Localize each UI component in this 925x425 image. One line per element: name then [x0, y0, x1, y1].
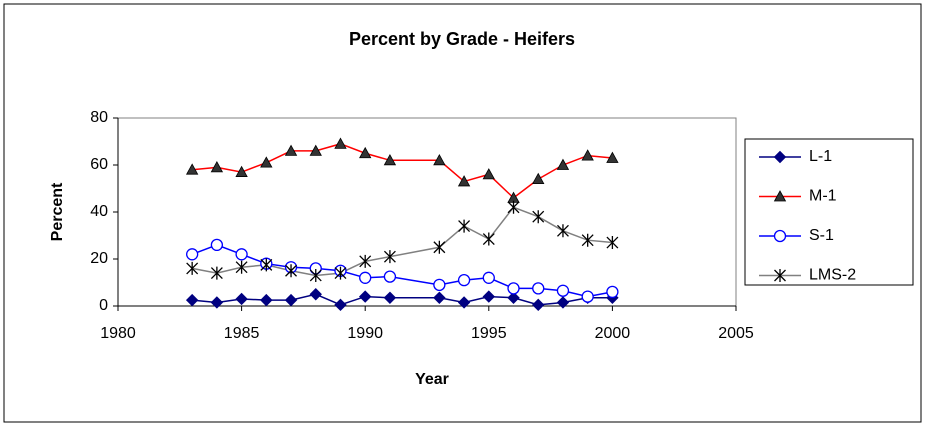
- marker-asterisk: [285, 264, 297, 278]
- legend-label: S-1: [809, 227, 834, 244]
- marker-triangle: [185, 163, 199, 175]
- marker-diamond: [358, 290, 372, 303]
- marker-triangle: [260, 156, 273, 168]
- marker-circle: [606, 285, 619, 299]
- marker-triangle: [284, 144, 298, 156]
- marker-asterisk: [557, 224, 569, 238]
- y-tick-label: 80: [90, 109, 108, 126]
- marker-diamond: [482, 290, 496, 303]
- marker-diamond: [773, 150, 787, 164]
- marker-triangle: [359, 146, 372, 159]
- marker-circle: [581, 290, 594, 303]
- marker-asterisk: [774, 269, 786, 282]
- x-tick-label: 2005: [718, 325, 754, 342]
- marker-triangle: [581, 149, 594, 161]
- marker-circle: [433, 278, 446, 292]
- marker-asterisk: [309, 268, 322, 282]
- marker-circle: [556, 284, 570, 297]
- legend-label: M-1: [809, 188, 837, 205]
- marker-triangle: [773, 190, 787, 202]
- x-tick-label: 1995: [471, 325, 507, 342]
- marker-diamond: [457, 296, 471, 309]
- marker-asterisk: [507, 200, 520, 214]
- marker-circle: [359, 271, 372, 284]
- legend-box: [744, 138, 914, 286]
- marker-triangle: [210, 161, 224, 173]
- marker-circle: [532, 282, 545, 295]
- marker-diamond: [507, 291, 520, 304]
- marker-diamond: [532, 298, 545, 312]
- x-tick-label: 1990: [347, 325, 383, 342]
- marker-triangle: [383, 153, 397, 166]
- marker-circle: [210, 238, 224, 252]
- y-tick-label: 60: [90, 156, 108, 173]
- marker-asterisk: [581, 233, 594, 247]
- marker-circle: [235, 248, 248, 261]
- legend-label: L-1: [809, 148, 832, 165]
- marker-triangle: [556, 158, 570, 170]
- marker-diamond: [383, 291, 397, 304]
- marker-diamond: [210, 296, 224, 309]
- marker-diamond: [334, 298, 347, 312]
- marker-asterisk: [433, 240, 446, 254]
- marker-circle: [773, 229, 787, 243]
- marker-asterisk: [359, 254, 372, 268]
- marker-circle: [507, 282, 520, 295]
- marker-diamond: [260, 293, 273, 307]
- marker-asterisk: [606, 236, 619, 250]
- marker-circle: [457, 273, 471, 287]
- marker-asterisk: [260, 258, 273, 272]
- marker-triangle: [433, 153, 446, 166]
- marker-circle: [383, 270, 397, 283]
- marker-diamond: [185, 293, 199, 307]
- marker-triangle: [606, 151, 619, 163]
- y-axis-label: Percent: [49, 182, 66, 241]
- marker-circle: [482, 271, 495, 284]
- marker-triangle: [334, 137, 347, 149]
- marker-triangle: [457, 175, 471, 187]
- marker-asterisk: [186, 261, 199, 275]
- x-tick-label: 1980: [100, 325, 136, 342]
- marker-asterisk: [383, 250, 396, 264]
- marker-asterisk: [532, 210, 545, 224]
- y-tick-label: 40: [90, 203, 108, 220]
- x-tick-label: 1985: [224, 325, 260, 342]
- marker-triangle: [309, 144, 322, 156]
- marker-diamond: [235, 292, 248, 306]
- legend-label: LMS-2: [809, 267, 856, 284]
- marker-asterisk: [235, 260, 248, 274]
- marker-asterisk: [482, 232, 495, 246]
- marker-diamond: [433, 291, 446, 304]
- x-tick-label: 2000: [595, 325, 631, 342]
- marker-asterisk: [334, 266, 347, 280]
- marker-asterisk: [458, 219, 471, 233]
- marker-triangle: [532, 172, 545, 184]
- marker-diamond: [284, 293, 298, 307]
- marker-circle: [186, 248, 199, 261]
- marker-asterisk: [210, 266, 223, 280]
- marker-diamond: [309, 288, 322, 301]
- y-tick-label: 0: [99, 297, 108, 314]
- x-axis-label: Year: [415, 371, 449, 388]
- marker-triangle: [235, 165, 248, 177]
- y-tick-label: 20: [90, 250, 108, 267]
- marker-diamond: [556, 296, 570, 309]
- chart-title: Percent by Grade - Heifers: [349, 29, 575, 49]
- marker-triangle: [482, 168, 495, 180]
